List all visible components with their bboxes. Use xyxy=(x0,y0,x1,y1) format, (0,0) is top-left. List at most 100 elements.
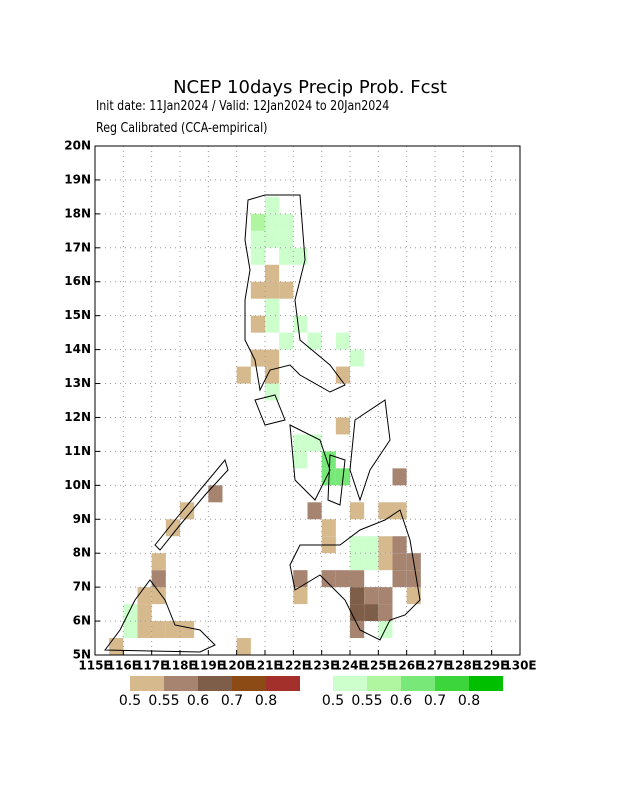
prob-cell xyxy=(279,213,294,231)
x-tick-label: 115E xyxy=(78,659,111,673)
y-tick-label: 7N xyxy=(73,580,91,594)
colorbar-swatch xyxy=(435,676,469,691)
x-tick-label: 124E xyxy=(333,659,366,673)
x-tick-label: 119E xyxy=(192,659,225,673)
colorbar-label: 0.55 xyxy=(351,693,382,709)
prob-cell xyxy=(208,485,223,503)
y-tick-label: 15N xyxy=(64,308,91,322)
prob-cell xyxy=(378,536,393,554)
coast-borneo xyxy=(104,579,216,653)
prob-cell xyxy=(137,587,152,605)
note: Reg Calibrated (CCA-empirical) xyxy=(96,120,267,135)
prob-cell xyxy=(364,604,379,622)
y-tick-label: 8N xyxy=(73,546,91,560)
prob-cell xyxy=(293,570,308,588)
prob-cell xyxy=(151,587,166,605)
prob-cell xyxy=(350,536,365,554)
y-tick-label: 14N xyxy=(64,342,91,356)
coast-mindoro xyxy=(254,394,286,426)
prob-cell xyxy=(265,264,280,282)
prob-cell xyxy=(350,349,365,367)
prob-cell xyxy=(165,519,180,537)
prob-cell xyxy=(350,587,365,605)
x-tick-label: 120E xyxy=(220,659,253,673)
prob-cell xyxy=(321,570,336,588)
prob-cell xyxy=(293,315,308,333)
prob-cell xyxy=(378,587,393,605)
colorbar-swatch xyxy=(164,676,198,691)
colorbar-label: 0.6 xyxy=(390,693,412,709)
prob-cell xyxy=(392,536,407,554)
prob-cell xyxy=(151,553,166,571)
prob-cell xyxy=(250,230,265,248)
prob-cell xyxy=(335,570,350,588)
prob-cell xyxy=(279,247,294,265)
prob-cell xyxy=(293,451,308,469)
prob-cell xyxy=(321,519,336,537)
y-tick-label: 10N xyxy=(64,478,91,492)
prob-cell xyxy=(265,383,280,401)
x-tick-label: 130E xyxy=(503,659,536,673)
y-tick-label: 16N xyxy=(64,274,91,288)
prob-cell xyxy=(236,366,251,384)
coast-mindanao xyxy=(289,509,421,641)
coastline xyxy=(104,194,421,653)
y-tick-label: 20N xyxy=(64,139,91,153)
coast-palawan xyxy=(154,458,229,551)
prob-cell xyxy=(335,332,350,350)
prob-cell xyxy=(165,621,180,639)
x-tick-label: 125E xyxy=(362,659,395,673)
colorbar-label: 0.5 xyxy=(119,693,141,709)
colorbar-label: 0.5 xyxy=(322,693,344,709)
prob-cell xyxy=(293,434,308,452)
prob-cell xyxy=(350,553,365,571)
colorbar-label: 0.7 xyxy=(424,693,446,709)
prob-cell xyxy=(137,604,152,622)
colorbar-swatch xyxy=(469,676,503,691)
prob-cell xyxy=(335,366,350,384)
colorbar-label: 0.6 xyxy=(187,693,209,709)
colorbar-swatch xyxy=(198,676,232,691)
y-tick-label: 19N xyxy=(64,172,91,186)
y-tick-label: 6N xyxy=(73,614,91,628)
prob-cell xyxy=(279,281,294,299)
y-tick-label: 12N xyxy=(64,410,91,424)
colorbar-swatch xyxy=(232,676,266,691)
prob-cell xyxy=(364,536,379,554)
prob-cell xyxy=(307,332,322,350)
colorbar-label: 0.7 xyxy=(221,693,243,709)
y-tick-label: 11N xyxy=(64,444,91,458)
prob-cell xyxy=(392,553,407,571)
x-tick-label: 116E xyxy=(107,659,140,673)
colorbar-swatch xyxy=(333,676,367,691)
prob-cell xyxy=(250,281,265,299)
x-tick-label: 118E xyxy=(163,659,196,673)
prob-cell xyxy=(180,502,195,520)
prob-cell xyxy=(180,621,195,639)
prob-cell xyxy=(265,315,280,333)
y-tick-label: 13N xyxy=(64,376,91,390)
prob-cell xyxy=(151,621,166,639)
colorbar-label: 0.55 xyxy=(148,693,179,709)
colorbar-swatch xyxy=(130,676,164,691)
prob-cell xyxy=(350,604,365,622)
x-tick-label: 127E xyxy=(418,659,451,673)
x-tick-label: 121E xyxy=(248,659,281,673)
prob-cell xyxy=(279,332,294,350)
prob-cell xyxy=(265,298,280,316)
prob-cell xyxy=(392,570,407,588)
x-tick-label: 123E xyxy=(305,659,338,673)
prob-cell xyxy=(109,638,124,655)
prob-cell xyxy=(378,502,393,520)
colorbar-swatch xyxy=(266,676,300,691)
coast-visayas xyxy=(289,399,391,506)
prob-cell xyxy=(265,281,280,299)
coast-luzon xyxy=(244,194,346,393)
prob-cell xyxy=(265,230,280,248)
x-tick-label: 126E xyxy=(390,659,423,673)
prob-cell xyxy=(378,553,393,571)
chart-title: NCEP 10days Precip Prob. Fcst xyxy=(173,77,447,98)
prob-cell xyxy=(279,230,294,248)
prob-cell xyxy=(350,502,365,520)
